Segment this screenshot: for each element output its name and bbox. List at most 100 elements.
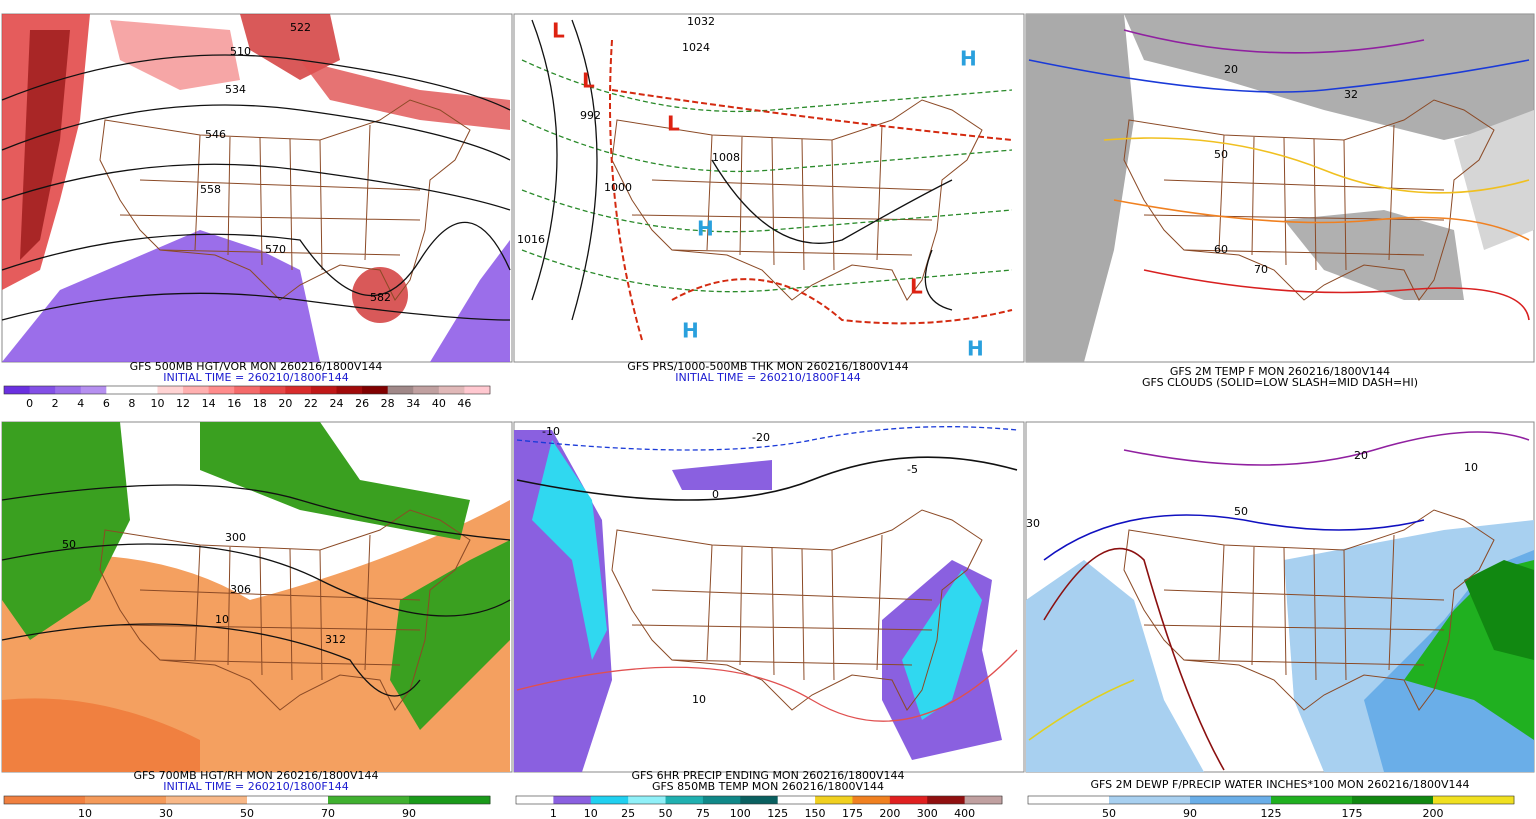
- panel-5-map: -10 -20 0 10 -5: [514, 425, 1018, 772]
- vorticity-area: [300, 60, 510, 130]
- precip-area: [902, 570, 982, 720]
- dewpoint-label: 10: [1464, 461, 1478, 474]
- high-symbol: H: [697, 217, 714, 241]
- contour: [1, 104, 511, 161]
- contour-label: 570: [265, 243, 286, 256]
- colorbar-segment: [131, 386, 158, 394]
- vorticity-area: [110, 20, 240, 90]
- colorbar-segment: [889, 796, 928, 804]
- precip-area: [672, 460, 772, 490]
- panel-4: 50 300 306 312 10: [1, 421, 513, 773]
- high-cloud: [1454, 110, 1534, 250]
- colorbar-segment: [964, 796, 1003, 804]
- isotherm-label: 50: [1214, 148, 1228, 161]
- colorbar-segment: [516, 796, 554, 804]
- panel-1: 510 534 546 558 570 522 582: [1, 13, 513, 363]
- low-symbol: L: [910, 275, 923, 299]
- isotherm-label: 20: [1224, 63, 1238, 76]
- pwat-area: [1026, 560, 1204, 772]
- colorbar-segment: [553, 796, 592, 804]
- thickness-contour: [521, 189, 1013, 233]
- colorbar-label: 400: [954, 807, 975, 819]
- colorbar-label: 175: [842, 807, 863, 819]
- isobar-label: 1000: [604, 181, 632, 194]
- colorbar-segment: [310, 386, 338, 394]
- caption: GFS 2M DEWP F/PRECIP WATER INCHES*100 MO…: [1090, 778, 1469, 791]
- isobar-label: 992: [580, 109, 601, 122]
- isotherm: [1028, 59, 1530, 93]
- caption: GFS 2M TEMP F MON 260216/1800V144: [1170, 365, 1390, 378]
- low-cloud: [1124, 14, 1534, 140]
- dry-area: [2, 698, 200, 772]
- colorbar-label: 70: [321, 807, 335, 819]
- high-symbol: H: [967, 337, 984, 361]
- isotherm: [516, 649, 1018, 722]
- colorbar-segment: [665, 796, 704, 804]
- dewpoint-contour: [1043, 547, 1225, 771]
- isobar-label: 1024: [682, 41, 710, 54]
- colorbar-label: 24: [330, 397, 344, 410]
- moist-area: [200, 422, 470, 540]
- contour-label: 10: [215, 613, 229, 626]
- colorbar-label: 10: [150, 397, 164, 410]
- caption: INITIAL TIME = 260210/1800F144: [163, 371, 348, 384]
- vorticity-core: [20, 30, 70, 260]
- map-frame: [513, 13, 1025, 363]
- colorbar-segment: [234, 386, 261, 394]
- colorbar-segment: [815, 796, 853, 804]
- colorbar-label: 50: [1102, 807, 1116, 819]
- contour-label: 558: [200, 183, 221, 196]
- colorbar-segment: [157, 386, 184, 394]
- isotherm-label: 10: [692, 693, 706, 706]
- high-symbol: H: [960, 47, 977, 71]
- thickness-contour: [521, 249, 1013, 293]
- panel-2: 1032 1024 1008 1016 992 1000 L L L L H H…: [513, 13, 1025, 363]
- colorbar-segment: [702, 796, 741, 804]
- colorbar-label: 30: [159, 807, 173, 819]
- colorbar-label: 46: [457, 397, 471, 410]
- panel-3-map: 32 20 60 70 50: [1026, 14, 1534, 362]
- low-symbol: L: [667, 112, 680, 136]
- colorbar-label: 20: [278, 397, 292, 410]
- isobar: [531, 19, 953, 321]
- colorbar-label: 25: [621, 807, 635, 819]
- low-cloud: [1026, 14, 1134, 362]
- caption: GFS 700MB HGT/RH MON 260216/1800V144: [134, 769, 379, 782]
- colorbar-label: 150: [805, 807, 826, 819]
- vorticity-negative: [430, 240, 510, 362]
- colorbar-label: 1: [550, 807, 557, 819]
- isotherm-zero: [516, 456, 1018, 501]
- caption: INITIAL TIME = 260210/1800F144: [163, 780, 348, 793]
- isotherm-label: -5: [907, 463, 918, 476]
- contour-label: 50: [62, 538, 76, 551]
- colorbar-segment: [80, 386, 107, 394]
- colorbar-label: 90: [402, 807, 416, 819]
- contour-label: 306: [230, 583, 251, 596]
- dry-area: [2, 500, 510, 772]
- colorbar-segment: [1271, 796, 1353, 804]
- colorbar-segment: [777, 796, 816, 804]
- panel-6-map: 30 50 20 10: [1026, 431, 1534, 772]
- dewpoint-contour: [1043, 514, 1425, 561]
- colorbar-segment: [413, 386, 440, 394]
- contour: [1, 292, 511, 321]
- vorticity-area: [240, 14, 340, 80]
- dewpoint-label: 50: [1234, 505, 1248, 518]
- colorbar-frame: [3, 795, 491, 805]
- colorbar-label: 90: [1183, 807, 1197, 819]
- colorbar-label: 175: [1342, 807, 1363, 819]
- isotherm: [1113, 199, 1530, 241]
- contour: [1, 221, 511, 297]
- moist-area: [2, 422, 130, 640]
- contour-label: 312: [325, 633, 346, 646]
- colorbar-label: 8: [128, 397, 135, 410]
- colorbar-label: 16: [227, 397, 241, 410]
- isotherm: [1123, 29, 1425, 54]
- precip-area: [532, 440, 607, 660]
- colorbar-label: 50: [659, 807, 673, 819]
- dewpoint-contour: [1123, 431, 1530, 466]
- colorbar-segment: [336, 386, 363, 394]
- colorbar-label: 14: [202, 397, 216, 410]
- isobar-label: 1016: [517, 233, 545, 246]
